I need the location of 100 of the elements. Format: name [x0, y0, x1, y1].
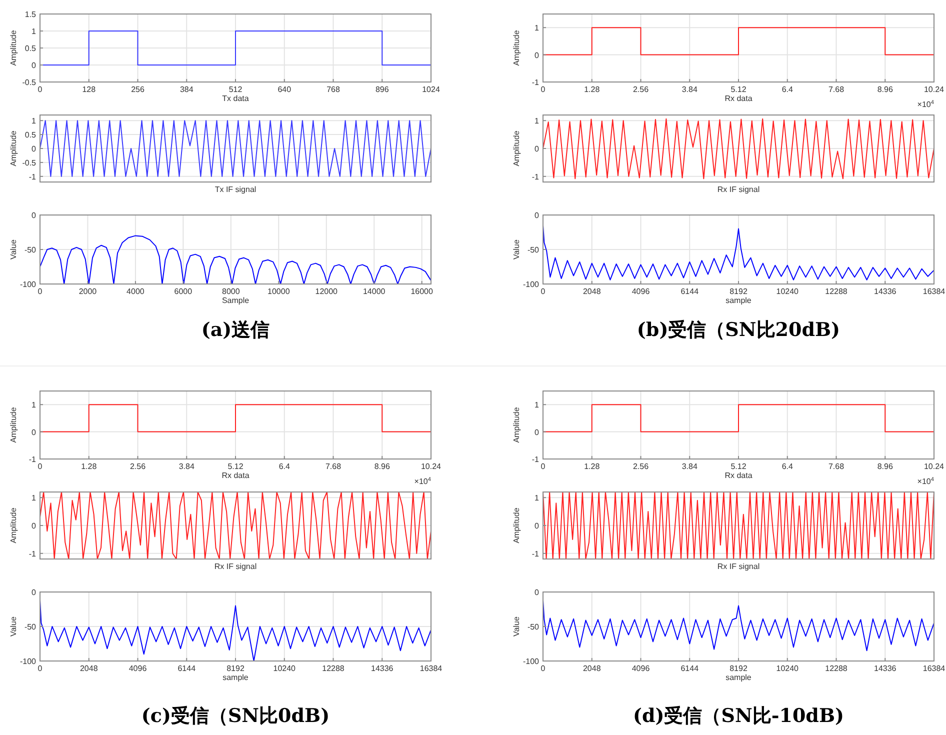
x-tick-label: 3.84 [682, 462, 698, 471]
x-tick-label: 12288 [322, 664, 345, 673]
y-tick-label: 0 [32, 211, 37, 220]
y-tick-label: 0 [534, 428, 540, 437]
y-tick-label: 0 [32, 144, 37, 154]
text: (b)受信（SN比20dB) [636, 319, 840, 341]
x-tick-label: 0 [540, 287, 546, 296]
x-tick-label: 1.28 [584, 85, 600, 94]
x-tick-label: 10000 [268, 287, 290, 296]
y-axis-title: Value [512, 239, 521, 260]
y-tick-label: -1 [28, 172, 37, 182]
x-tick-label: 4096 [632, 287, 650, 296]
y-tick-label: -50 [24, 246, 37, 254]
y-tick-label: -50 [24, 622, 37, 632]
y-tick-label: 0 [534, 50, 540, 60]
y-axis-title: Value [9, 616, 18, 636]
y-tick-label: -1 [532, 172, 540, 182]
x-tick-label: 7.68 [325, 462, 342, 471]
x-tick-label: 3.84 [682, 85, 698, 94]
x-tick-label: 8.96 [374, 462, 390, 471]
y-axis-title: Amplitude [9, 406, 18, 443]
y-tick-label: 0 [32, 522, 37, 530]
x-tick-label: 0 [540, 85, 546, 94]
y-axis-title: Amplitude [512, 130, 521, 166]
x-tick-label: 10240 [776, 664, 800, 673]
y-tick-label: 1 [534, 116, 540, 126]
x-tick-label: 8192 [730, 664, 748, 673]
x-tick-label: 3.84 [178, 462, 195, 471]
x-tick-label: 256 [131, 85, 145, 94]
y-tick-label: -1 [532, 78, 540, 87]
x-tick-label: 128 [82, 85, 96, 94]
y-tick-label: -1 [28, 455, 37, 464]
y-tick-label: 0 [32, 428, 37, 437]
y-tick-label: 1 [534, 494, 540, 503]
x-tick-label: 1.28 [584, 462, 600, 471]
y-tick-label: 1 [32, 27, 37, 36]
x-axis-title: Tx data [222, 94, 250, 103]
text: (d)受信（SN比-10dB) [632, 705, 844, 727]
x-tick-label: 4096 [128, 664, 148, 673]
x-tick-label: 8.96 [877, 462, 894, 471]
x-tick-label: 16000 [410, 287, 434, 296]
y-axis-title: Value [512, 616, 521, 636]
y-tick-label: 0 [534, 211, 540, 220]
x-tick-label: 0 [38, 287, 43, 296]
x-tick-label: 14336 [874, 287, 897, 296]
x-tick-label: 0 [38, 664, 43, 673]
x-tick-label: 10.24 [924, 85, 945, 94]
x-tick-label: 7.68 [828, 462, 845, 471]
x-tick-label: 2048 [582, 287, 602, 296]
line-series [40, 492, 432, 560]
x-tick-label: 16384 [922, 287, 946, 296]
x-tick-label: 0 [38, 462, 43, 471]
x-tick-label: 8192 [730, 287, 748, 296]
x-tick-label: 6.4 [782, 462, 794, 471]
x-tick-label: 2.56 [632, 462, 650, 471]
y-tick-label: 0.5 [24, 130, 37, 140]
y-tick-label: 1 [534, 24, 540, 33]
line-series [542, 118, 934, 180]
y-tick-label: -100 [20, 657, 37, 666]
x-tick-label: 8.96 [877, 85, 894, 94]
y-tick-label: 1 [32, 400, 37, 410]
y-tick-label: 0 [534, 588, 540, 597]
x-axis-title: Rx data [724, 471, 753, 480]
x-tick-label: 2.56 [632, 85, 650, 94]
x-tick-label: 6144 [178, 664, 196, 673]
x-axis-title: Rx IF signal [717, 562, 760, 571]
x-tick-label: 384 [180, 85, 194, 94]
x-tick-label: 1.28 [81, 462, 98, 471]
x-tick-label: 4000 [126, 287, 145, 296]
y-tick-label: 0 [534, 522, 540, 530]
x-tick-label: 2048 [80, 664, 98, 673]
y-tick-label: -1 [532, 455, 540, 464]
x-tick-label: 7.68 [828, 85, 845, 94]
y-tick-label: 1 [32, 494, 37, 503]
x-tick-label: 640 [278, 85, 292, 94]
y-axis-title: Amplitude [512, 507, 521, 544]
x-tick-label: 12000 [315, 287, 338, 296]
x-tick-label: 14000 [362, 287, 386, 296]
text: ×10$^{4}$ [414, 477, 431, 486]
y-tick-label: -1 [28, 549, 37, 558]
x-tick-label: 5.12 [730, 462, 747, 471]
x-tick-label: 16384 [922, 664, 946, 673]
x-tick-label: 6000 [174, 287, 193, 296]
x-tick-label: 8192 [226, 664, 245, 673]
y-tick-label: 0 [32, 588, 37, 597]
x-tick-label: 6.4 [782, 85, 794, 94]
x-axis-title: Rx IF signal [717, 185, 760, 194]
x-axis-title: Tx IF signal [214, 185, 256, 194]
x-tick-label: 6.4 [278, 462, 290, 471]
line-series [40, 235, 432, 284]
x-tick-label: 2048 [582, 664, 602, 673]
x-axis-title: sample [726, 296, 752, 305]
y-axis-title: Value [9, 239, 18, 260]
x-tick-label: 1024 [422, 85, 440, 94]
y-tick-label: -0.5 [22, 158, 37, 168]
y-tick-label: 1.5 [24, 10, 37, 19]
y-tick-label: 0 [32, 61, 37, 70]
y-tick-label: -100 [522, 280, 540, 289]
x-axis-title: Rx IF signal [214, 562, 257, 571]
text: (c)受信（SN比0dB) [141, 705, 330, 727]
